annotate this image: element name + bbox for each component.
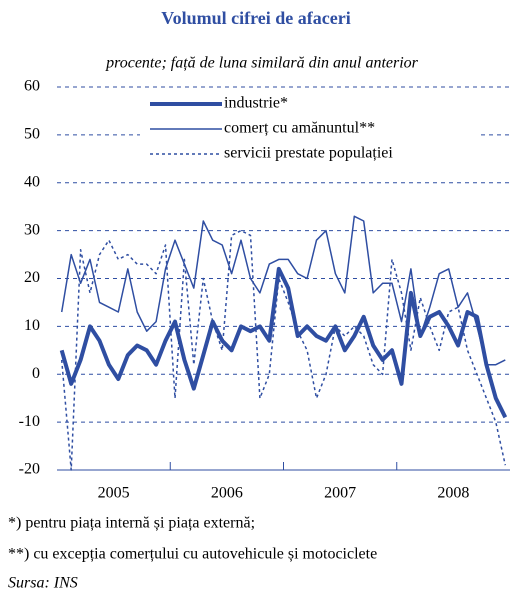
legend-label: industrie* [224, 95, 288, 112]
x-tick-label: 2007 [324, 485, 356, 502]
chart-title: Volumul cifrei de afaceri [161, 8, 350, 28]
source: Sursa: INS [8, 575, 78, 592]
footnote: **) cu excepția comerțului cu autovehicu… [8, 546, 377, 563]
line-series [60, 215, 506, 366]
y-tick-label: 50 [24, 126, 40, 143]
y-tick-label: -20 [19, 461, 40, 478]
footnote: *) pentru piața internă și piața externă… [8, 515, 255, 532]
line-series [59, 266, 508, 419]
y-tick-label: 40 [24, 173, 40, 190]
legend-label: comerț cu amănuntul** [224, 120, 375, 137]
y-tick-label: 10 [24, 317, 40, 334]
legend-label: servicii prestate populației [224, 145, 393, 162]
x-tick-label: 2008 [437, 485, 469, 502]
line-series [60, 229, 507, 471]
x-tick-label: 2006 [211, 485, 243, 502]
y-tick-label: 60 [24, 78, 40, 95]
x-tick-label: 2005 [98, 485, 130, 502]
subtitle: procente; față de luna similară din anul… [105, 55, 419, 72]
y-tick-label: -10 [19, 413, 40, 430]
y-tick-label: 20 [24, 269, 40, 286]
y-tick-label: 30 [24, 221, 40, 238]
y-tick-label: 0 [32, 365, 40, 382]
